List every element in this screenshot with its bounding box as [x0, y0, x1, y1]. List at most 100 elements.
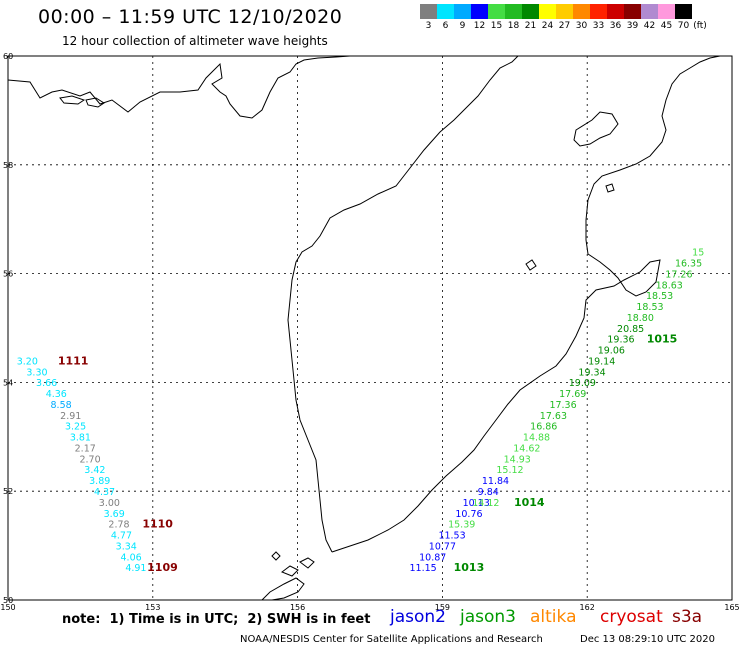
time-label: 1110 — [142, 518, 173, 531]
lat-lon-grid — [7, 55, 733, 601]
color-scale-label: 12 — [473, 21, 486, 31]
swh-reading: 3.66 — [36, 378, 57, 389]
generated-timestamp: Dec 13 08:29:10 UTC 2020 — [580, 634, 715, 645]
island-north-2 — [85, 97, 105, 108]
color-scale-unit: (ft) — [693, 21, 707, 31]
color-scale-labels: 3 6 9 12 15 18 21 24 27 30 33 36 39 42 45 70 (ft) — [420, 21, 708, 31]
swh-reading: 15 — [692, 248, 704, 259]
time-label: 1111 — [58, 354, 89, 367]
swh-reading: 14.88 — [523, 433, 550, 444]
latitude-label: 50 — [3, 596, 13, 605]
legend-jason3: jason3 — [460, 607, 516, 627]
longitude-label: 165 — [724, 603, 739, 612]
swh-reading: 14.62 — [513, 443, 540, 454]
legend-altika: altika — [530, 607, 577, 627]
latitude-label: 54 — [3, 378, 13, 387]
color-swatch — [522, 4, 539, 19]
color-swatch — [590, 4, 607, 19]
swh-reading: 3.00 — [99, 498, 120, 509]
color-swatch — [488, 4, 505, 19]
kuril-island-4 — [271, 551, 281, 561]
color-swatch — [454, 4, 471, 19]
color-scale-label: 6 — [442, 21, 449, 31]
time-label: 1014 — [514, 496, 545, 509]
time-label: 1013 — [454, 561, 485, 574]
latitude-labels: 60 58 56 54 52 50 — [3, 52, 13, 605]
longitude-labels: 150 153 156 159 162 165 — [0, 603, 739, 612]
longitude-label: 156 — [290, 603, 305, 612]
swh-reading: 16.86 — [530, 422, 557, 433]
island-north-1 — [59, 95, 86, 105]
swh-reading: 9.84 — [478, 487, 499, 498]
swh-reading: 11.15 — [409, 563, 436, 574]
latitude-label: 60 — [3, 52, 13, 61]
swh-reading: 3.34 — [116, 541, 137, 552]
color-scale-label: 30 — [575, 21, 588, 31]
island-east-2 — [605, 183, 615, 193]
swh-reading: 18.63 — [656, 280, 683, 291]
swh-reading: 19.06 — [598, 346, 625, 357]
swh-reading: 4.37 — [94, 487, 115, 498]
swh-reading: 20.85 — [617, 324, 644, 335]
swh-reading: 2.78 — [108, 520, 129, 531]
swh-reading: 14.12 — [472, 498, 499, 509]
swh-reading: 4.77 — [111, 531, 132, 542]
color-swatch — [505, 4, 522, 19]
time-label: 1015 — [647, 333, 678, 346]
kuril-island-1 — [260, 577, 305, 601]
swh-reading: 18.53 — [636, 302, 663, 313]
color-scale-label: 21 — [524, 21, 537, 31]
swh-reading: 19.36 — [607, 335, 634, 346]
color-scale — [420, 4, 692, 19]
color-scale-label: 39 — [626, 21, 639, 31]
swh-reading: 3.89 — [89, 476, 110, 487]
swh-reading: 16.35 — [675, 259, 702, 270]
swh-reading: 11.84 — [482, 476, 509, 487]
swh-reading: 2.17 — [75, 443, 96, 454]
color-swatch — [641, 4, 658, 19]
color-swatch — [658, 4, 675, 19]
swh-reading: 2.70 — [79, 454, 100, 465]
color-scale-label: 18 — [507, 21, 520, 31]
latitude-label: 52 — [3, 487, 13, 496]
longitude-label: 162 — [580, 603, 595, 612]
color-swatch — [437, 4, 454, 19]
swh-reading: 19.09 — [569, 378, 596, 389]
swh-reading: 19.34 — [578, 367, 605, 378]
swh-reading: 10.77 — [429, 541, 456, 552]
color-swatch — [539, 4, 556, 19]
swh-reading: 15.12 — [496, 465, 523, 476]
latitude-label: 56 — [3, 270, 13, 279]
color-scale-label: 24 — [541, 21, 554, 31]
island-east-1 — [525, 259, 537, 271]
color-swatch — [471, 4, 488, 19]
color-scale-label: 27 — [558, 21, 571, 31]
color-swatch — [420, 4, 437, 19]
kuril-island-3 — [299, 557, 315, 569]
map-title: 00:00 – 11:59 UTC 12/10/2020 — [38, 6, 343, 28]
swh-reading: 10.13 — [463, 498, 490, 509]
swh-reading: 4.36 — [46, 389, 67, 400]
swh-reading: 3.69 — [104, 509, 125, 520]
color-swatch — [556, 4, 573, 19]
coastline-north — [7, 55, 360, 119]
swh-reading: 17.26 — [665, 269, 692, 280]
latitude-label: 58 — [3, 161, 13, 170]
swh-reading: 3.42 — [84, 465, 105, 476]
color-scale-label: 3 — [425, 21, 432, 31]
swh-reading: 3.20 — [17, 356, 38, 367]
swh-reading: 2.91 — [60, 411, 81, 422]
swh-reading: 10.87 — [419, 552, 446, 563]
legend-s3a: s3a — [672, 607, 703, 627]
swh-reading: 17.63 — [540, 411, 567, 422]
coastline-kamchatka-east — [331, 55, 721, 553]
satellite-tracks: 3.203.303.664.368.582.913.253.812.172.70… — [17, 248, 705, 575]
color-scale-label: 45 — [660, 21, 673, 31]
swh-reading: 4.06 — [121, 552, 142, 563]
longitude-label: 153 — [145, 603, 160, 612]
color-scale-label: 15 — [490, 21, 503, 31]
color-scale-label: 9 — [459, 21, 466, 31]
track-jason3: 15.39 14.12 15.1214.9314.6214.8816.8617.63… — [448, 248, 704, 575]
swh-reading: 4.91 — [125, 563, 146, 574]
